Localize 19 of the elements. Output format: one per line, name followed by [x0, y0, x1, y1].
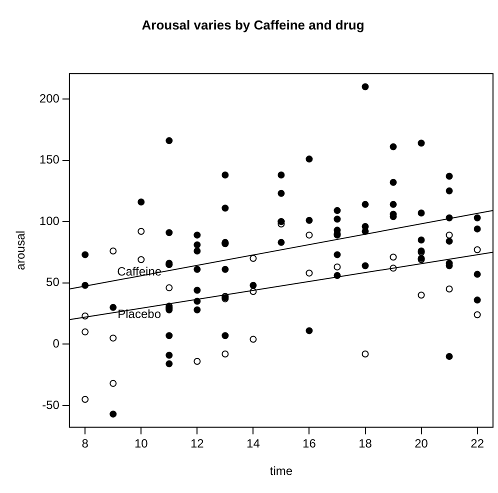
y-tick-label: 50 — [46, 275, 60, 290]
y-tick-label: -50 — [42, 398, 60, 412]
annotation: Caffeine — [117, 264, 162, 278]
x-tick-label: 14 — [246, 436, 260, 451]
chart-title: Arousal varies by Caffeine and drug — [142, 17, 364, 32]
y-axis-title: arousal — [14, 230, 28, 270]
x-tick-label: 12 — [190, 436, 204, 451]
x-tick-label: 10 — [134, 436, 148, 451]
x-tick-label: 22 — [470, 436, 484, 451]
x-axis-title: time — [270, 464, 293, 478]
x-tick-label: 8 — [82, 436, 89, 451]
x-tick-label: 16 — [302, 436, 316, 451]
y-tick-label: 150 — [39, 152, 60, 167]
y-tick-label: 0 — [52, 336, 60, 351]
y-tick-label: 200 — [39, 91, 60, 106]
annotation: Placebo — [118, 306, 162, 321]
y-tick-label: 100 — [39, 214, 60, 228]
x-tick-label: 18 — [358, 436, 372, 451]
x-tick-label: 20 — [414, 436, 428, 451]
